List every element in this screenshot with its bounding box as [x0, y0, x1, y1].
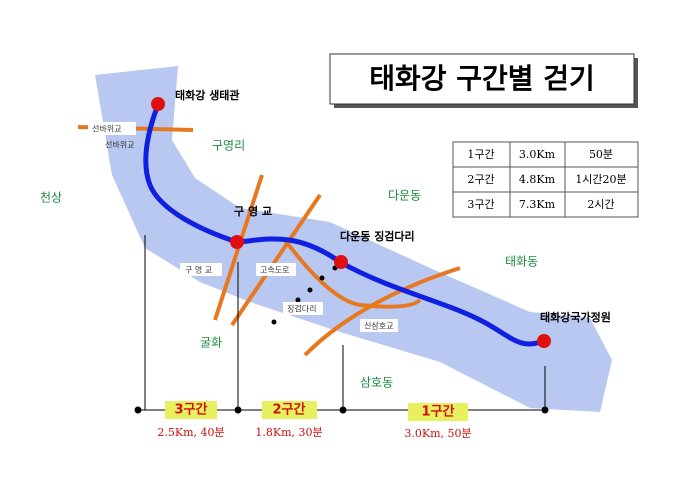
label-box: [88, 122, 136, 135]
label-box: [360, 319, 398, 332]
place-label: 굴화: [200, 336, 222, 350]
place-label: 태화강 생태관: [175, 88, 240, 102]
title-box: [329, 53, 635, 105]
label-box: [180, 263, 222, 276]
table-cell: 4.8Km: [519, 173, 556, 186]
table-cell: 1구간: [467, 148, 494, 161]
river: [95, 66, 612, 412]
place-label: 구 영 교: [234, 205, 272, 218]
title: 태화강 구간별 걷기: [369, 62, 595, 95]
walking-route: [143, 104, 547, 347]
place-label: 태화강국가정원: [540, 310, 611, 324]
place-label: 신삼호교: [364, 321, 393, 331]
segment-detail: 1.8Km, 30분: [255, 426, 322, 439]
place-label: 구 영 교: [185, 265, 212, 275]
axis-dots: [134, 406, 549, 414]
label-box: [256, 263, 296, 276]
table-cell: 7.3Km: [519, 198, 556, 211]
info-table: [452, 141, 639, 218]
segment-detail: 3.0Km, 50분: [404, 427, 471, 440]
segment-boxes: [165, 401, 468, 421]
table-cell: 1시간20분: [575, 173, 626, 186]
table-cell: 3구간: [467, 198, 494, 211]
table-cell: 50분: [589, 148, 613, 161]
place-label: 징검다리: [287, 304, 316, 314]
segment-detail: 2.5Km, 40분: [157, 426, 224, 439]
place-label: 삼호동: [360, 376, 393, 390]
table-cell: 3.0Km: [519, 148, 556, 161]
stepping-stones: [271, 265, 338, 325]
place-label: 태화동: [505, 255, 538, 269]
place-label: 고속도로: [260, 266, 289, 275]
place-label: 선바위교: [105, 140, 134, 150]
table-cell: 2구간: [467, 173, 494, 186]
segment-name: 1구간: [422, 404, 455, 420]
table-cell: 2시간: [587, 198, 614, 211]
place-label: 천상: [40, 190, 62, 205]
label-box: [283, 302, 323, 315]
segment-name: 3구간: [175, 402, 208, 418]
markers: [151, 97, 551, 348]
place-label: 구영리: [212, 139, 245, 153]
place-label: 다운동 징검다리: [340, 229, 415, 243]
place-label: 선바위교: [92, 124, 121, 134]
segment-name: 2구간: [273, 402, 306, 418]
place-label: 다운동: [388, 189, 421, 203]
